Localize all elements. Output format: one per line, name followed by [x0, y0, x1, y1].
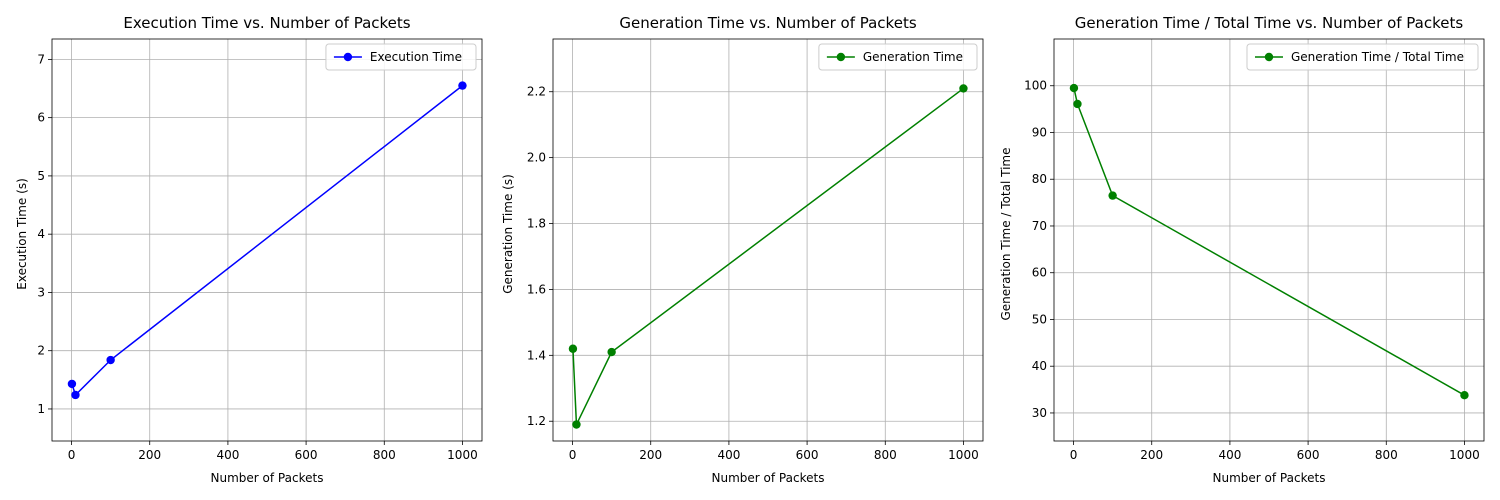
y-tick-label: 70 — [1032, 219, 1047, 233]
x-tick-label: 1000 — [447, 448, 478, 462]
data-point — [1108, 191, 1117, 200]
x-tick-label: 0 — [1070, 448, 1078, 462]
data-point — [568, 344, 578, 353]
legend-label: Generation Time / Total Time — [1291, 50, 1464, 64]
data-point — [106, 355, 115, 365]
x-tick-label: 600 — [295, 448, 318, 462]
legend-marker — [836, 52, 846, 62]
legend-marker — [1264, 52, 1274, 62]
data-point — [1073, 99, 1082, 109]
y-tick-label: 4 — [37, 227, 45, 241]
data-point — [67, 379, 77, 389]
y-tick-label: 1.8 — [527, 217, 546, 231]
legend: Generation Time / Total Time — [1246, 43, 1479, 71]
y-tick-label: 90 — [1032, 125, 1047, 139]
x-axis-label: Number of Packets — [1213, 471, 1326, 485]
x-tick-label: 200 — [1140, 448, 1163, 462]
x-tick-label: 200 — [639, 448, 662, 462]
x-tick-label: 400 — [1218, 448, 1241, 462]
y-tick-label: 1.2 — [527, 414, 546, 428]
y-tick-label: 60 — [1032, 266, 1047, 280]
legend-box — [1246, 43, 1479, 71]
chart-execution-time: Execution Time vs. Number of Packets Num… — [15, 14, 483, 485]
y-tick-label: 30 — [1032, 406, 1047, 420]
x-tick-label: 0 — [68, 448, 76, 462]
legend-marker — [343, 52, 353, 62]
data-point — [607, 347, 616, 357]
plot-area — [553, 39, 983, 441]
axes-frame — [552, 38, 984, 442]
y-tick-label: 1.6 — [527, 282, 546, 296]
chart-title: Generation Time vs. Number of Packets — [619, 14, 916, 32]
legend: Execution Time — [325, 43, 477, 71]
x-tick-label: 1000 — [948, 448, 979, 462]
x-tick-label: 800 — [874, 448, 897, 462]
series-line — [1073, 87, 1465, 396]
x-axis-label: Number of Packets — [211, 471, 324, 485]
legend-box — [325, 43, 477, 71]
y-tick-label: 50 — [1032, 312, 1047, 326]
x-tick-label: 600 — [796, 448, 819, 462]
y-tick-label: 1.4 — [527, 348, 546, 362]
legend-box — [818, 43, 978, 71]
x-tick-label: 0 — [569, 448, 577, 462]
x-axis-label: Number of Packets — [712, 471, 825, 485]
y-axis-label: Execution Time (s) — [15, 178, 29, 290]
data-point — [959, 84, 968, 93]
y-tick-label: 1 — [37, 402, 45, 416]
y-tick-label: 6 — [37, 111, 45, 125]
y-axis-label: Generation Time / Total Time — [999, 147, 1013, 320]
axes-frame — [51, 38, 483, 442]
y-tick-label: 2 — [37, 344, 45, 358]
data-point — [1460, 390, 1469, 400]
y-tick-label: 2.0 — [527, 151, 546, 165]
x-tick-label: 200 — [138, 448, 161, 462]
y-tick-label: 100 — [1024, 79, 1047, 93]
legend-label: Generation Time — [863, 50, 963, 64]
x-tick-label: 1000 — [1449, 448, 1480, 462]
series-line — [71, 85, 463, 397]
chart-title: Generation Time / Total Time vs. Number … — [1075, 14, 1464, 32]
axes-frame — [1053, 38, 1485, 442]
data-point — [458, 81, 467, 90]
chart-title: Execution Time vs. Number of Packets — [123, 14, 410, 32]
x-tick-label: 400 — [216, 448, 239, 462]
chart-generation-time: Generation Time vs. Number of Packets Nu… — [501, 14, 984, 485]
x-tick-label: 800 — [1375, 448, 1398, 462]
data-point — [1069, 83, 1079, 93]
chart-generation-ratio: Generation Time / Total Time vs. Number … — [999, 14, 1485, 485]
y-tick-label: 40 — [1032, 359, 1047, 373]
legend-label: Execution Time — [370, 50, 462, 64]
x-tick-label: 800 — [373, 448, 396, 462]
data-point — [71, 390, 80, 400]
legend: Generation Time — [818, 43, 978, 71]
y-tick-label: 2.2 — [527, 85, 546, 99]
y-tick-label: 7 — [37, 52, 45, 66]
x-tick-label: 600 — [1297, 448, 1320, 462]
series-line — [572, 87, 964, 425]
plot-area — [52, 39, 482, 441]
y-tick-label: 3 — [37, 285, 45, 299]
data-point — [572, 420, 581, 429]
x-tick-label: 400 — [717, 448, 740, 462]
plot-area — [1054, 39, 1484, 441]
y-tick-label: 80 — [1032, 172, 1047, 186]
y-tick-label: 5 — [37, 169, 45, 183]
y-axis-label: Generation Time (s) — [501, 174, 515, 294]
